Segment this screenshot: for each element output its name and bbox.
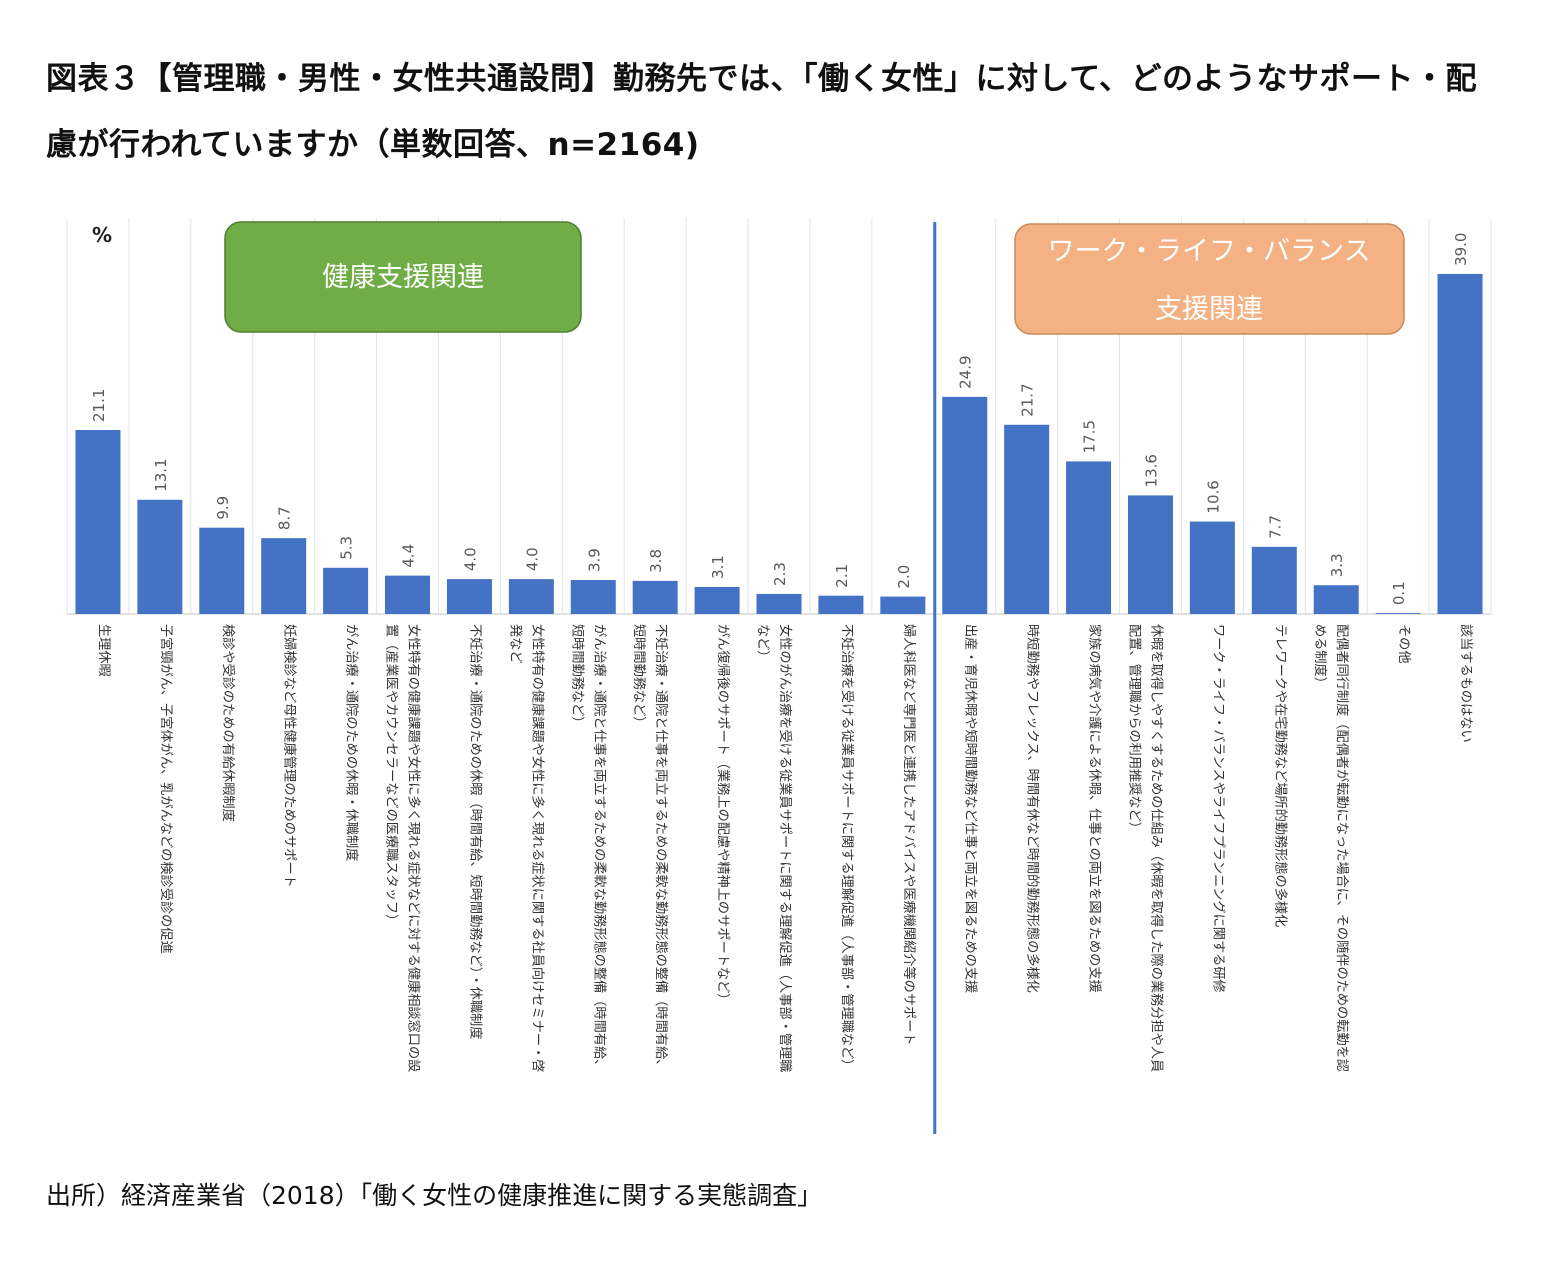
value-labels: 21.1 13.1 9.9 8.7 5.3 4.4 4.0 4.0 3.9 3.8 3.1 2.3 2.…: [90, 233, 1470, 606]
category-label: 短時間勤務など）: [569, 624, 585, 730]
title-line-1: 図表３【管理職・男性・女性共通設問】勤務先では、「働く女性」に対して、どのような…: [46, 61, 1478, 97]
bar: [694, 586, 740, 614]
category-label: 女性特有の健康課題や女性に多く現れる症状などに対する健康相談窓口の設: [406, 624, 423, 1072]
bar: [570, 579, 616, 614]
category-label: ワーク・ライフ・バランスやライフプランニングに関する研修: [1210, 624, 1226, 993]
bar: [880, 596, 926, 614]
bar: [199, 527, 245, 614]
category-label: 子宮頸がん、子宮体がん、乳がんなどの検診受診の促進: [158, 624, 174, 954]
bars: [75, 273, 1483, 614]
category-label: 婦人科医など専門医と連携したアドバイスや医療機関紹介等のサポート: [901, 624, 918, 1046]
category-label: がん復帰後のサポート（業務上の配慮や精神上のサポートなど）: [715, 624, 732, 1006]
value-label: 0.1: [1390, 581, 1408, 605]
bar: [1437, 273, 1483, 614]
bar: [1189, 521, 1235, 614]
category-label: など）: [755, 624, 771, 664]
bar: [756, 593, 802, 614]
bar: [75, 430, 121, 614]
category-label: 女性特有の健康課題や女性に多く現れる症状に関する社員向けセミナー・啓: [529, 624, 546, 1072]
value-label: 3.9: [585, 548, 603, 572]
category-label: 不妊治療を受ける従業員サポートに関する理解促進（人事部・管理職など）: [839, 624, 856, 1072]
value-label: 13.6: [1142, 454, 1160, 487]
category-label: 不妊治療・通院のための休暇（時間有給、短時間勤務など）・休職制度: [467, 624, 484, 1039]
value-label: 4.0: [523, 547, 541, 571]
value-label: 3.8: [647, 549, 665, 573]
value-label: 9.9: [214, 496, 232, 520]
bar: [1004, 424, 1050, 614]
bar: [323, 567, 369, 614]
bar: [508, 579, 554, 614]
category-label: がん治療・通院と仕事を両立するための柔軟な勤務形態の整備（時間有給、: [591, 624, 608, 1072]
category-labels: 生理休暇 子宮頸がん、子宮体がん、乳がんなどの検診受診の促進 検診や受診のための有給…: [96, 624, 1474, 1072]
value-label: 2.0: [895, 565, 913, 589]
category-label: 女性のがん治療を受ける従業員サポートに関する理解促進（人事部・管理職: [777, 624, 794, 1072]
category-label: 生理休暇: [96, 624, 112, 677]
bar: [1313, 585, 1359, 614]
category-label: める制度）: [1312, 624, 1328, 690]
category-label: 該当するものはない: [1458, 624, 1474, 743]
bar: [818, 595, 864, 614]
value-label: 8.7: [276, 506, 294, 530]
health-group-label: 健康支援関連: [322, 262, 484, 293]
category-label: 出産・育児休暇や短時間勤務など仕事と両立を図るための支援: [963, 624, 979, 993]
bar: [385, 575, 431, 614]
value-label: 3.3: [1328, 553, 1346, 577]
wlb-group-box: ワーク・ライフ・バランス 支援関連: [1014, 223, 1405, 335]
health-group-box-bg: [224, 221, 582, 333]
bar: [137, 499, 183, 614]
category-label: テレワークや在宅勤務など場所的勤務形態の多様化: [1272, 624, 1289, 927]
source-note: 出所）経済産業省（2018）「働く女性の健康推進に関する実態調査」: [46, 1181, 823, 1210]
value-label: 17.5: [1081, 420, 1099, 453]
category-label: 家族の病気や介護による休暇、仕事との両立を図るための支援: [1087, 624, 1104, 993]
title-line-2: 慮が行われていますか（単数回答、n=2164): [46, 127, 700, 163]
value-label: 39.0: [1452, 233, 1470, 266]
value-label: 24.9: [957, 355, 975, 388]
bar: [446, 579, 492, 614]
bar: [942, 396, 988, 614]
category-label: 休暇を取得しやすくするための仕組み（休暇を取得した際の業務分担や人員: [1148, 624, 1165, 1072]
wlb-group-box-bg: [1014, 223, 1405, 335]
value-label: 21.1: [90, 389, 108, 422]
value-label: 10.6: [1204, 480, 1222, 513]
value-label: 2.1: [833, 564, 851, 588]
value-label: 21.7: [1019, 383, 1037, 416]
value-label: 3.1: [709, 555, 727, 579]
value-label: 5.3: [338, 536, 356, 560]
value-label: 4.0: [461, 547, 479, 571]
bar: [1375, 613, 1421, 614]
category-label: 時短勤務やフレックス、時間有休など時間的勤務形態の多様化: [1025, 624, 1042, 993]
bar: [1127, 495, 1173, 614]
unit-label: %: [92, 223, 112, 247]
bar: [632, 580, 678, 614]
value-label: 2.3: [771, 562, 789, 586]
category-label: 配置、管理職からの利用推奨など）: [1126, 624, 1142, 835]
health-group-box: 健康支援関連: [224, 221, 582, 333]
category-label: がん治療・通院のための休暇・休職制度: [344, 624, 361, 861]
category-label: 検診や受診のための有給休暇制度: [220, 624, 236, 822]
wlb-group-label-line-1: ワーク・ライフ・バランス: [1048, 236, 1371, 267]
category-label: 不妊治療・通院と仕事を両立するための柔軟な勤務形態の整備（時間有給、: [653, 624, 670, 1072]
value-label: 4.4: [400, 544, 418, 568]
bar: [261, 538, 307, 614]
value-label: 13.1: [152, 458, 170, 491]
page-title: 図表３【管理職・男性・女性共通設問】勤務先では、「働く女性」に対して、どのような…: [46, 46, 1536, 178]
category-label: その他: [1396, 624, 1412, 664]
category-label: 短時間勤務など）: [631, 624, 647, 730]
value-label: 7.7: [1266, 515, 1284, 539]
bar: [1251, 546, 1297, 614]
category-label: 配偶者同行制度（配偶者が転勤になった場合に、その随伴のための転勤を認: [1334, 624, 1350, 1072]
wlb-group-label-line-2: 支援関連: [1155, 294, 1263, 325]
bar: [1066, 461, 1112, 614]
category-label: 妊婦検診など母性健康管理のためのサポート: [282, 624, 299, 888]
category-label: 発など: [507, 624, 523, 664]
category-label: 置（産業医やカウンセラーなどの医療職スタッフ）: [384, 624, 401, 927]
